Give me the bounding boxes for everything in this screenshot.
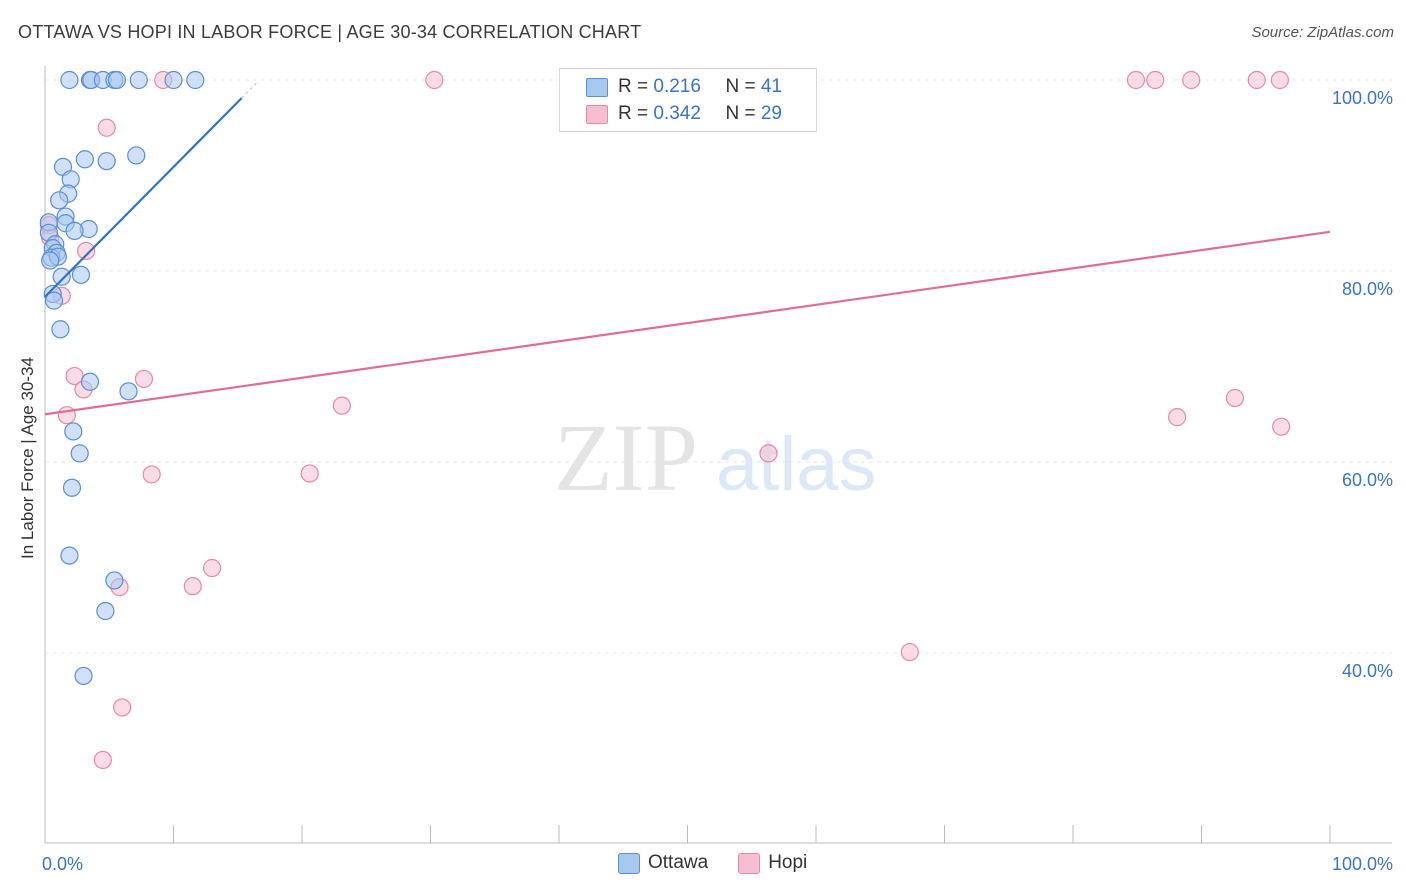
hopi-point-22 [300,464,319,483]
series-legend-ottawa: Ottawa [618,852,708,874]
x-tick-label-100: 100.0% [1332,854,1393,874]
hopi-point-26 [900,642,919,662]
ottawa-point-10 [75,150,94,169]
correlation-legend: R = 0.216 N = 41 R = 0.342 N = 29 [559,68,817,132]
hopi-point-10 [77,241,96,261]
watermark: ZIP atlas [554,404,877,511]
trendlines [44,80,1331,416]
y-tick-label-60: 60.0% [1342,470,1393,490]
ottawa-point-15 [50,191,69,210]
series-legend-hopi: Hopi [738,852,807,874]
legend-n-label: N = [725,103,761,124]
ottawa-point-12 [127,146,146,165]
grid-lines [45,79,1392,654]
y-tick-label-100: 100.0% [1332,88,1393,108]
ottawa-point-31 [44,291,64,310]
x-tick-label-0: 0.0% [42,854,83,874]
legend-r-label: R = [618,103,654,124]
ottawa-point-37 [62,478,82,497]
hopi-point-13 [134,369,154,389]
ottawa-point-5 [107,70,127,90]
ottawa-point-27 [41,251,60,270]
ottawa-point-36 [70,444,89,463]
hopi-point-3 [1146,70,1165,90]
ottawa-trendline-extension [241,80,259,99]
y-tick-label-40: 40.0% [1342,661,1393,681]
ottawa-point-34 [119,382,138,401]
watermark-atlas: atlas [716,422,877,507]
ottawa-point-33 [80,372,100,391]
legend-swatch-ottawa [586,77,608,97]
ottawa-point-38 [60,546,79,565]
ottawa-point-7 [164,70,183,90]
hopi-point-6 [1270,70,1289,90]
hopi-point-17 [1225,388,1245,408]
legend-row-hopi: R = 0.342 N = 29 [586,101,782,127]
hopi-point-7 [97,118,116,137]
hopi-point-4 [1182,70,1201,90]
hopi-point-23 [202,558,222,578]
ottawa-series [39,70,205,686]
ottawa-trendline [44,97,243,298]
ottawa-point-35 [64,422,83,441]
ottawa-point-21 [65,221,84,240]
legend-swatch-hopi [586,104,608,124]
ottawa-point-11 [97,152,116,171]
legend-r-value-hopi: 0.342 [653,103,701,124]
hopi-point-28 [93,750,112,770]
hopi-point-1 [425,70,444,90]
hopi-point-18 [1272,417,1291,436]
legend-r-value-ottawa: 0.216 [653,76,701,97]
ottawa-point-0 [60,70,79,90]
legend-n-value-hopi: 29 [760,103,782,124]
axes [44,66,1392,844]
tick-labels: 40.0% 60.0% 80.0% 100.0% 0.0% 100.0% [42,88,1393,874]
hopi-point-21 [142,465,161,484]
hopi-point-2 [1126,70,1146,90]
chart-title: OTTAWA VS HOPI IN LABOR FORCE | AGE 30-3… [18,22,642,42]
hopi-point-24 [183,577,202,596]
series-legend: Ottawa Hopi [618,852,837,874]
series-swatch-ottawa [618,852,640,874]
ottawa-point-40 [96,601,115,621]
legend-n-value-ottawa: 41 [760,76,782,97]
legend-row-ottawa: R = 0.216 N = 41 [586,74,782,100]
series-label-ottawa: Ottawa [648,852,709,873]
legend-r-label: R = [618,76,654,97]
ottawa-point-32 [51,320,70,339]
hopi-point-20 [759,444,778,463]
series-label-hopi: Hopi [768,852,808,873]
ottawa-point-28 [52,267,71,286]
ottawa-point-6 [129,70,148,90]
hopi-point-5 [1247,70,1266,90]
source-label: Source: ZipAtlas.com [1251,24,1394,41]
ottawa-point-41 [74,666,93,686]
hopi-point-27 [112,698,132,717]
ottawa-point-39 [105,571,124,590]
hopi-point-16 [1167,408,1187,427]
series-swatch-hopi [738,852,761,874]
watermark-zip: ZIP [554,404,698,511]
hopi-trendline [44,230,1331,416]
legend-n-label: N = [725,76,761,97]
ottawa-point-29 [71,265,91,284]
y-axis-label: In Labor Force | Age 30-34 [18,357,37,559]
hopi-point-15 [332,396,351,415]
y-tick-label-80: 80.0% [1342,279,1393,299]
ottawa-point-8 [186,70,205,90]
